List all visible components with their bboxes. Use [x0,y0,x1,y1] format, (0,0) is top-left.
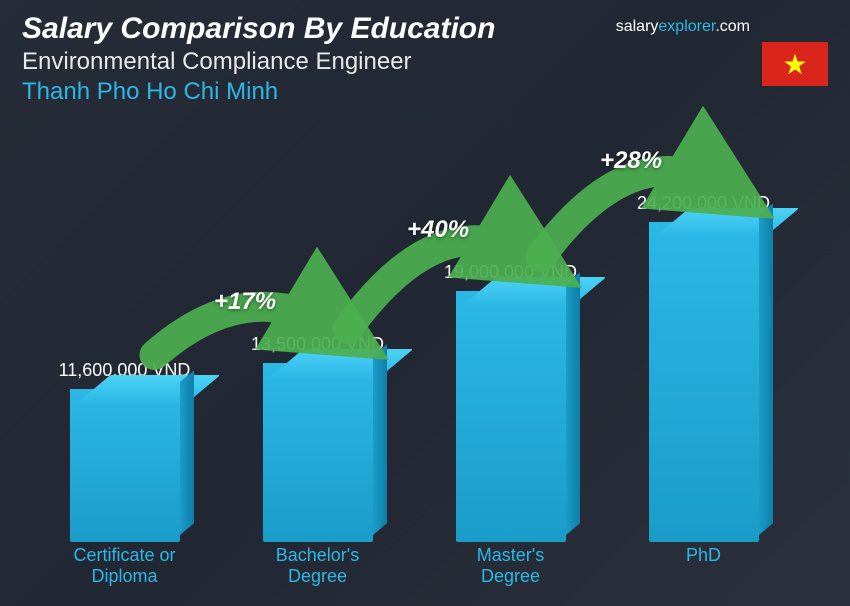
bar [263,363,373,542]
star-icon: ★ [782,48,807,81]
x-categories: Certificate orDiploma Bachelor'sDegree Mas… [28,545,800,588]
category-label: Bachelor'sDegree [228,545,408,588]
location: Thanh Pho Ho Chi Minh [22,78,828,106]
brand-accent: explorer [658,18,715,35]
bar-group: 11,600,000 VND [35,360,215,542]
brand-suffix: .com [715,18,750,35]
bar-group: 24,200,000 VND [614,193,794,542]
bar-side-face [759,203,773,535]
bar-chart: 11,600,000 VND 13,500,000 VND 19,000,000… [28,128,800,588]
bar-group: 19,000,000 VND [421,262,601,542]
bar-front-face [649,222,759,542]
category-label: Master'sDegree [421,545,601,588]
bars-container: 11,600,000 VND 13,500,000 VND 19,000,000… [28,142,800,542]
category-label: Certificate orDiploma [35,545,215,588]
bar-front-face [263,363,373,542]
bar [70,389,180,542]
bar [456,291,566,542]
brand: salaryexplorer.com [616,18,750,36]
bar [649,222,759,542]
bar-side-face [373,344,387,535]
bar-front-face [456,291,566,542]
flag-vietnam: ★ [762,42,828,86]
bar-front-face [70,389,180,542]
bar-side-face [566,272,580,535]
brand-name: salary [616,18,659,35]
bar-side-face [180,370,194,535]
job-title: Environmental Compliance Engineer [22,48,828,76]
bar-group: 13,500,000 VND [228,334,408,542]
category-label: PhD [614,545,794,588]
